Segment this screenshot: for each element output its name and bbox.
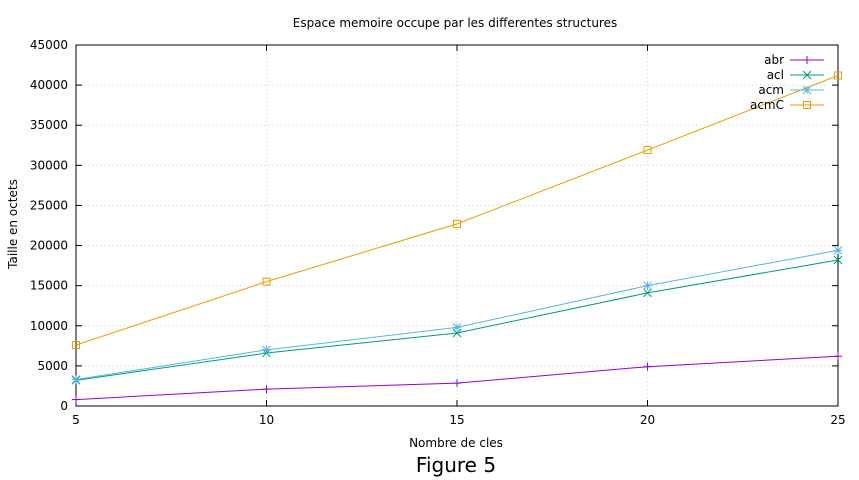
data-point-acmC: [262, 277, 271, 286]
y-axis-label: Taille en octets: [6, 179, 20, 270]
data-point-acm: [262, 345, 271, 355]
y-tick-label: 30000: [30, 158, 68, 172]
legend-label-abr: abr: [764, 53, 784, 67]
chart-title: Espace memoire occupe par les differente…: [293, 16, 618, 30]
x-tick-label: 5: [72, 413, 80, 427]
x-tick-label: 15: [449, 413, 464, 427]
data-point-acmC: [72, 341, 80, 350]
data-point-abr: [262, 385, 271, 394]
legend-marker-acmC: [803, 101, 811, 109]
y-tick-label: 5000: [37, 359, 68, 373]
legend-label-acl: acl: [767, 68, 784, 82]
data-point-acl: [643, 288, 652, 298]
data-point-abr: [834, 352, 842, 361]
legend-marker-acl: [802, 70, 812, 80]
figure-caption: Figure 5: [415, 453, 497, 477]
data-point-acm: [71, 375, 81, 384]
y-tick-label: 40000: [30, 78, 68, 92]
data-point-abr: [72, 395, 80, 404]
data-point-abr: [643, 362, 652, 371]
data-point-acmC: [834, 71, 842, 80]
data-point-acm: [833, 246, 843, 255]
data-point-acm: [643, 281, 652, 291]
data-point-acm: [452, 323, 462, 332]
x-tick-label: 20: [640, 413, 655, 427]
x-axis-label: Nombre de cles: [409, 436, 503, 450]
data-point-acmC: [453, 219, 461, 228]
legend-marker-acm: [802, 85, 812, 95]
grid-lines: [76, 45, 838, 406]
y-tick-label: 25000: [30, 198, 68, 212]
y-tick-label: 20000: [30, 239, 68, 253]
y-tick-label: 35000: [30, 118, 68, 132]
data-point-acl: [833, 255, 843, 265]
legend-marker-abr: [803, 56, 811, 64]
y-tick-label: 15000: [30, 279, 68, 293]
line-chart: 0 5000 10000 15000 20000 25000 30000 35000 40000…: [6, 16, 846, 450]
axis-ticks: 0 5000 10000 15000 20000 25000 30000 35000 40000…: [30, 38, 846, 427]
y-tick-label: 0: [60, 399, 68, 413]
data-point-acmC: [643, 146, 652, 155]
x-tick-label: 10: [259, 413, 274, 427]
series-group: [71, 71, 843, 404]
data-point-abr: [453, 379, 461, 388]
legend-label-acmC: acmC: [750, 98, 784, 112]
y-tick-label: 10000: [30, 319, 68, 333]
x-tick-label: 25: [830, 413, 845, 427]
legend-label-acm: acm: [758, 83, 784, 97]
y-tick-label: 45000: [30, 38, 68, 52]
series-line-acmC: [75, 75, 839, 346]
